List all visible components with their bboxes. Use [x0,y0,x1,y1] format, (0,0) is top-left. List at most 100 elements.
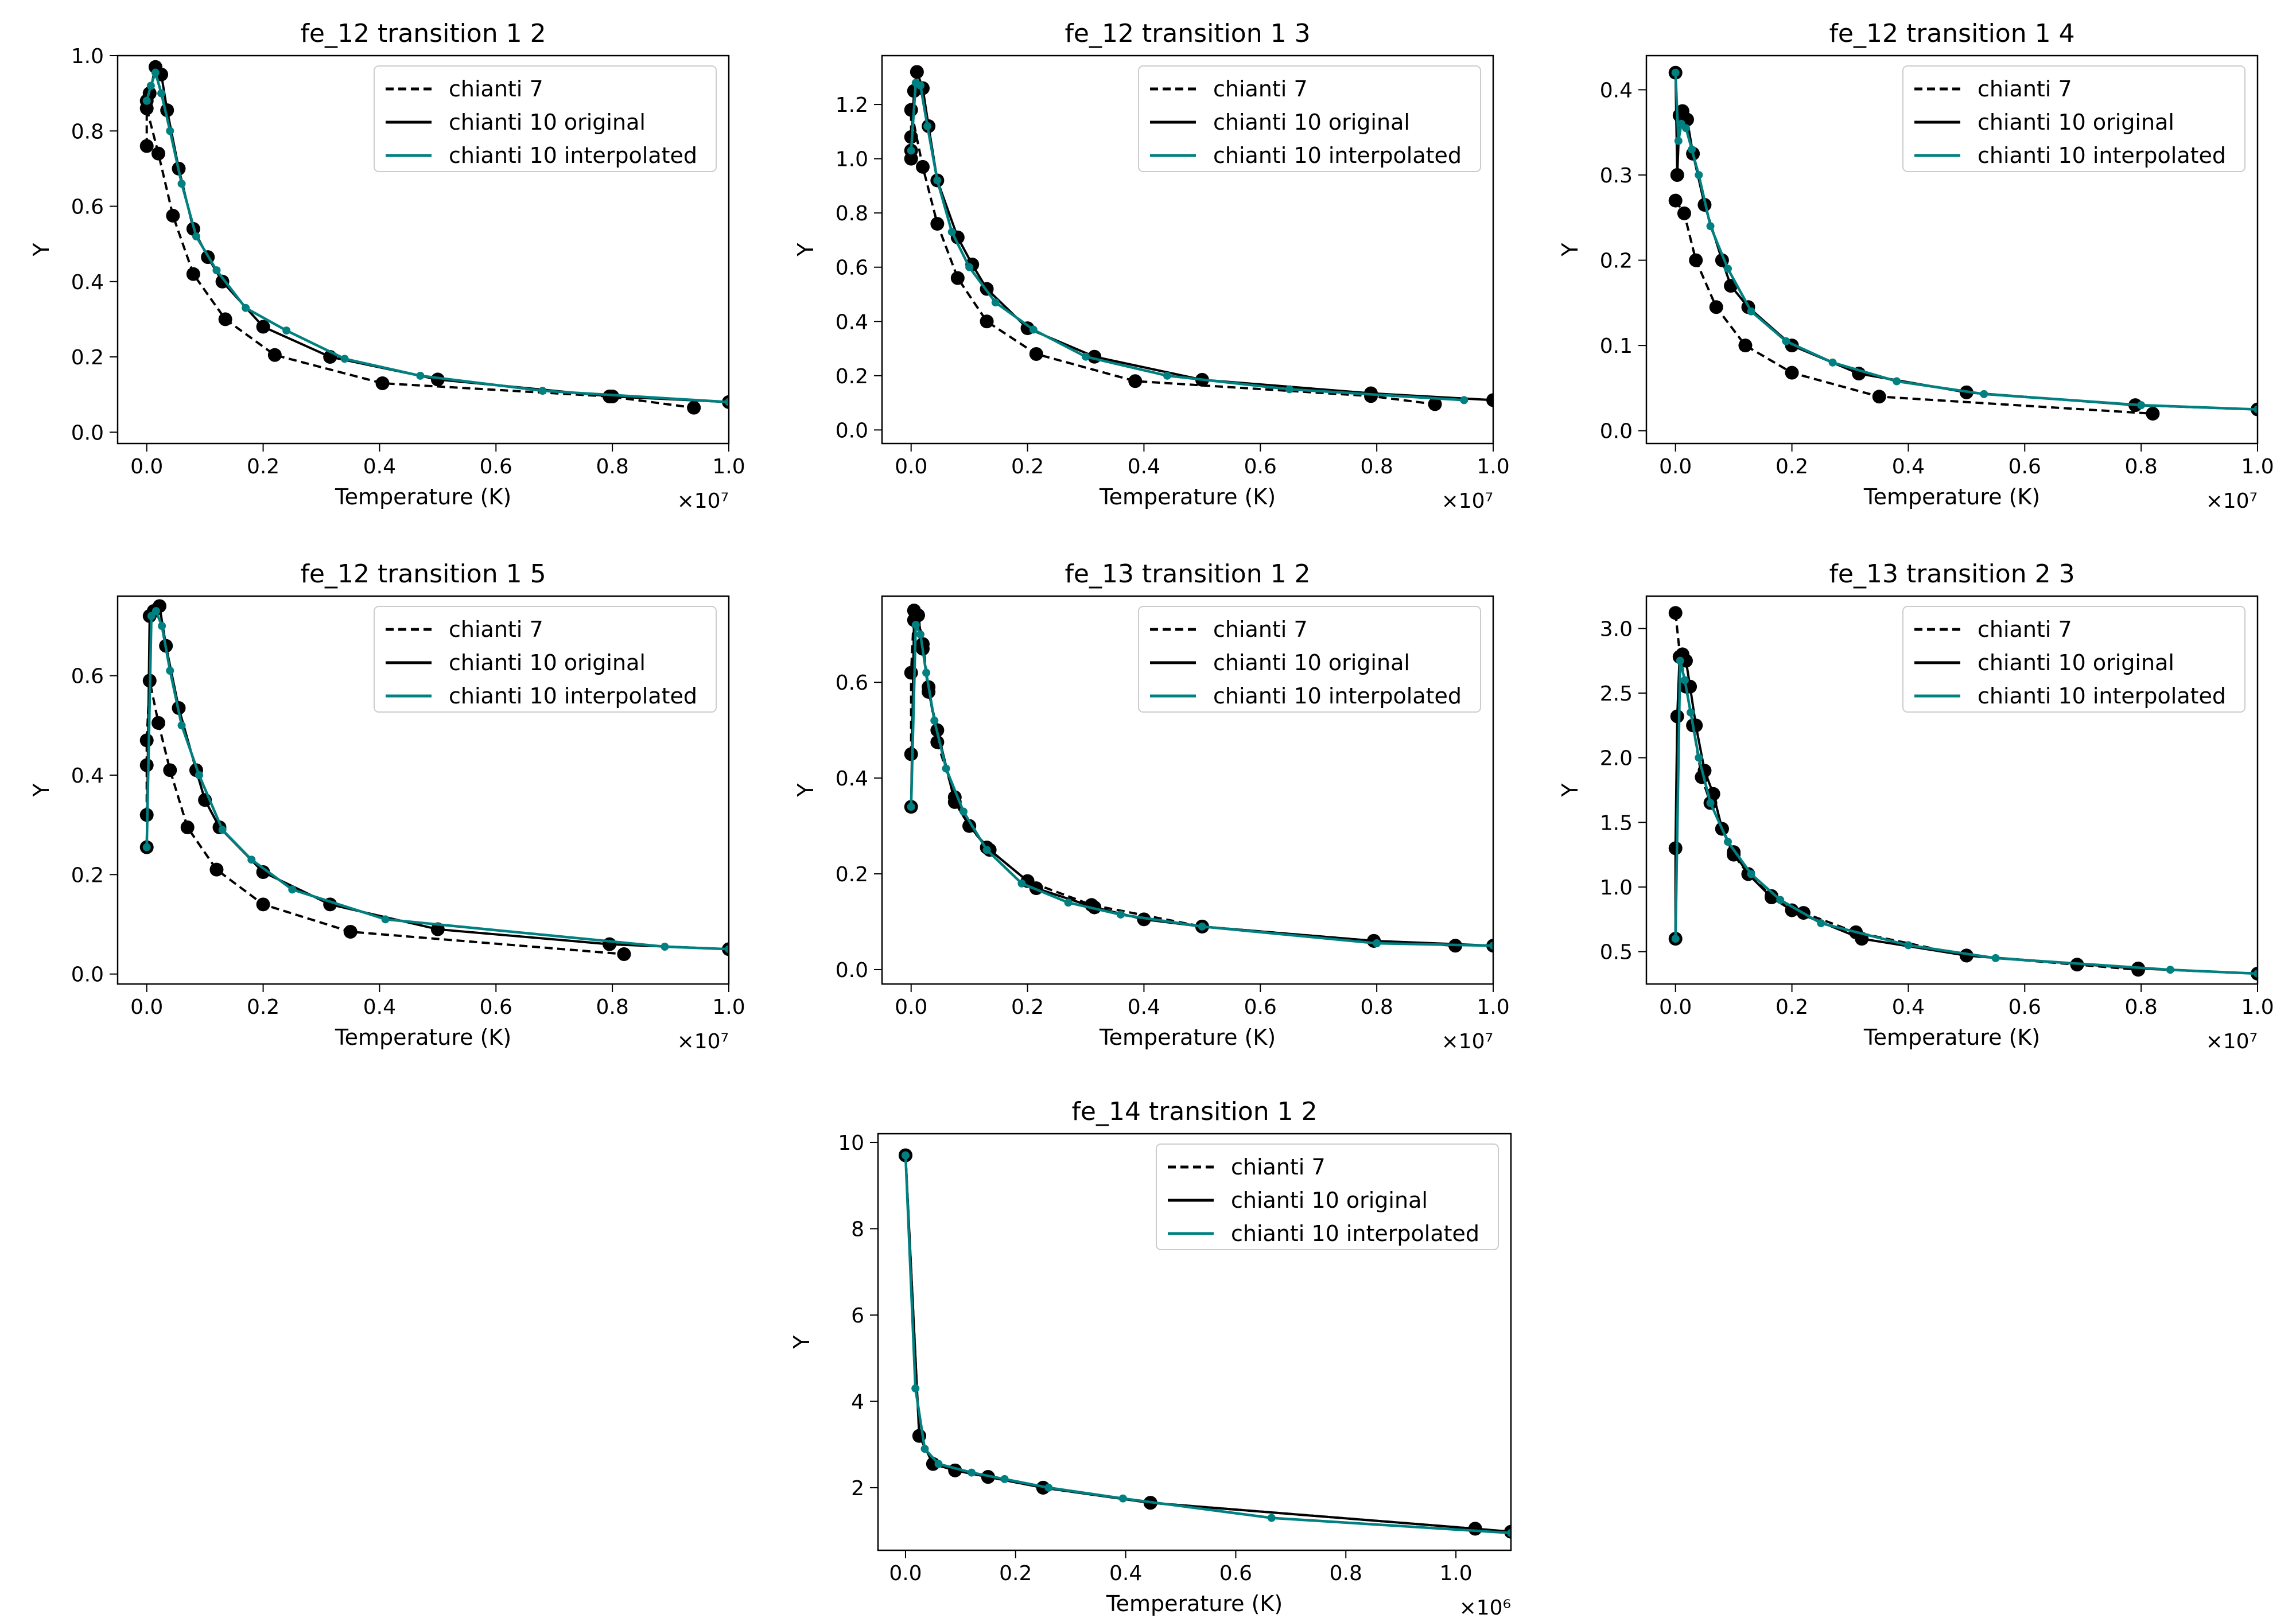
chianti-10-interpolated-point [1695,753,1703,762]
x-tick-label: 0.2 [999,1562,1032,1585]
y-tick-label: 8 [851,1218,864,1242]
chianti-10-interpolated-point [916,630,924,639]
legend-label: chianti 10 interpolated [1213,683,1462,709]
x-scale-offset: ×10⁷ [677,489,729,513]
chianti-10-interpolated-point [538,387,547,395]
y-tick-label: 1.0 [836,148,868,172]
y-tick-label: 0.2 [836,863,868,886]
x-tick-label: 1.0 [1477,455,1509,479]
chianti-10-interpolated-point [1724,265,1732,273]
x-tick-label: 0.6 [1219,1562,1252,1585]
y-tick-label: 0.6 [71,196,104,219]
chianti-10-interpolated-point [1747,307,1755,316]
chianti-10-interpolated-point [916,81,924,90]
chianti-10-interpolated-point [158,622,166,630]
x-tick-label: 0.6 [2008,455,2041,479]
plot-area [898,1148,1511,1539]
legend-label: chianti 7 [1231,1154,1326,1180]
x-tick-label: 0.2 [247,995,279,1019]
chianti-7-point [687,400,701,415]
subplot-1: fe_12 transition 1 2 0.0 0.2 0.4 0.6 0.8 1.0 0.… [29,19,745,513]
legend-box [1902,606,2246,713]
y-tick-label: 0.0 [1600,420,1633,444]
y-tick-label: 1.5 [1600,811,1633,835]
x-axis-label: Temperature (K) [1106,1591,1283,1616]
chianti-10-interpolated-point [166,667,174,675]
chianti-10-interpolated-point [1688,145,1696,154]
chianti-10-original-point [256,320,270,334]
chianti-10-interpolated-point [911,621,920,629]
chianti-10-interpolated-point [1695,171,1703,179]
chianti-10-interpolated-point [2166,966,2174,974]
x-tick-label: 0.8 [1330,1562,1362,1585]
x-tick-label: 0.8 [596,455,629,479]
chianti-7-point [186,267,200,281]
chianti-10-interpolated-point [1724,838,1732,846]
y-axis-label: Y [1557,783,1583,798]
legend: chianti 7 chianti 10 original chianti 10 i… [1156,1143,1499,1250]
x-axis-label: Temperature (K) [1863,484,2040,509]
y-tick-label: 0.2 [836,365,868,388]
chianti-10-interpolated-point [1904,941,1913,950]
chianti-10-interpolated-point [1817,919,1825,928]
chianti-10-interpolated-point [1671,935,1680,943]
y-tick-label: 0.1 [1600,334,1633,358]
legend-label: chianti 10 original [1231,1188,1428,1213]
chianti-7-point [1785,365,1799,380]
y-tick-label: 0.4 [836,767,868,791]
chianti-10-interpolated-point [911,1384,920,1392]
chianti-10-interpolated-point [1991,954,2000,962]
y-tick-label: 2.0 [1600,747,1633,771]
chianti-10-original-point [256,865,270,879]
chianti-7-point [904,103,918,117]
chianti-10-interpolated-point [195,771,203,779]
chianti-10-interpolated-point [942,764,950,773]
y-tick-label: 0.6 [836,671,868,695]
x-tick-label: 1.0 [712,995,745,1019]
legend-label: chianti 10 interpolated [1231,1221,1479,1246]
chianti-10-interpolated-point [282,326,291,335]
subplot-title: fe_14 transition 1 2 [1071,1097,1317,1126]
chianti-10-original-point [430,372,445,387]
chianti-10-interpolated-point [1000,1475,1009,1483]
x-tick-label: 0.6 [1244,455,1277,479]
legend-label: chianti 10 interpolated [1978,143,2226,168]
y-tick-label: 0.2 [1600,250,1633,273]
chianti-10-interpolated-point [1460,396,1468,404]
chianti-7-point [1872,390,1886,404]
chianti-10-interpolated-point [968,1468,976,1477]
x-tick-label: 0.4 [363,455,396,479]
chianti-7-point [209,862,224,877]
chianti-10-interpolated-point [142,96,151,105]
x-scale-offset: ×10⁷ [1442,489,1493,513]
chianti-10-interpolated-point [288,885,297,894]
chianti-10-interpolated-point [923,122,932,130]
chianti-7-point [2146,407,2160,421]
chianti-7-point [267,348,282,362]
chianti-10-original-point [1137,912,1151,927]
x-tick-label: 0.4 [1892,455,1925,479]
x-tick-label: 0.6 [480,455,512,479]
legend-box [1902,65,2246,172]
y-tick-label: 2 [851,1477,864,1500]
x-tick-label: 0.6 [480,995,512,1019]
x-axis-label: Temperature (K) [1863,1025,2040,1050]
x-tick-label: 0.2 [247,455,279,479]
chianti-7-point [163,763,177,777]
chianti-10-interpolated-point [192,232,200,241]
chianti-10-interpolated-point [947,228,956,236]
chianti-10-interpolated-point [416,371,425,380]
chianti-10-interpolated-point [1776,896,1785,904]
subplot-4: fe_12 transition 1 5 0.0 0.2 0.4 0.6 0.8 1.0 0.… [29,559,745,1053]
chianti-7-point [930,217,945,231]
chianti-10-interpolated-point [1489,942,1493,950]
chianti-7-point [180,820,195,834]
x-tick-label: 1.0 [2241,995,2274,1019]
legend-label: chianti 10 original [449,650,646,675]
chianti-10-interpolated-point [922,668,931,677]
y-tick-label: 0.2 [71,863,104,887]
legend-label: chianti 10 interpolated [449,683,697,709]
series-line-chianti-10-interpolated [904,1155,1511,1535]
chianti-7-point [1428,397,1442,411]
chianti-10-interpolated-point [934,1460,943,1468]
